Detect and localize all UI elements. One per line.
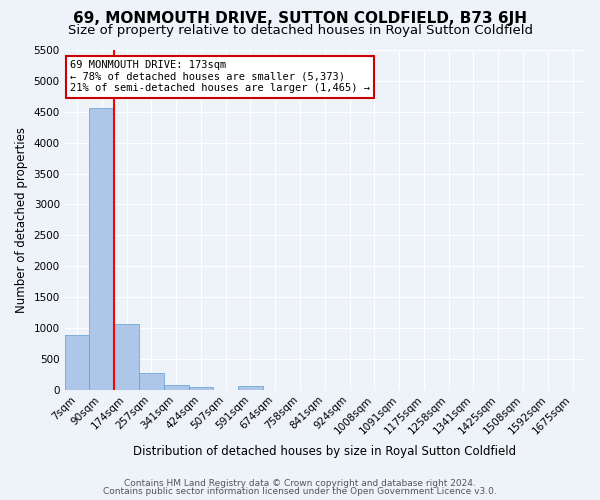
Text: 69, MONMOUTH DRIVE, SUTTON COLDFIELD, B73 6JH: 69, MONMOUTH DRIVE, SUTTON COLDFIELD, B7… (73, 12, 527, 26)
Text: 69 MONMOUTH DRIVE: 173sqm
← 78% of detached houses are smaller (5,373)
21% of se: 69 MONMOUTH DRIVE: 173sqm ← 78% of detac… (70, 60, 370, 94)
X-axis label: Distribution of detached houses by size in Royal Sutton Coldfield: Distribution of detached houses by size … (133, 444, 517, 458)
Text: Contains public sector information licensed under the Open Government Licence v3: Contains public sector information licen… (103, 487, 497, 496)
Text: Size of property relative to detached houses in Royal Sutton Coldfield: Size of property relative to detached ho… (67, 24, 533, 37)
Bar (139, 373, 164, 390)
Bar (188, 386, 214, 390)
Text: Contains HM Land Registry data © Crown copyright and database right 2024.: Contains HM Land Registry data © Crown c… (124, 478, 476, 488)
Y-axis label: Number of detached properties: Number of detached properties (15, 127, 28, 313)
Bar (65, 336, 89, 390)
Bar (164, 384, 188, 390)
Bar (114, 324, 139, 390)
Bar (89, 108, 114, 390)
Bar (238, 386, 263, 390)
